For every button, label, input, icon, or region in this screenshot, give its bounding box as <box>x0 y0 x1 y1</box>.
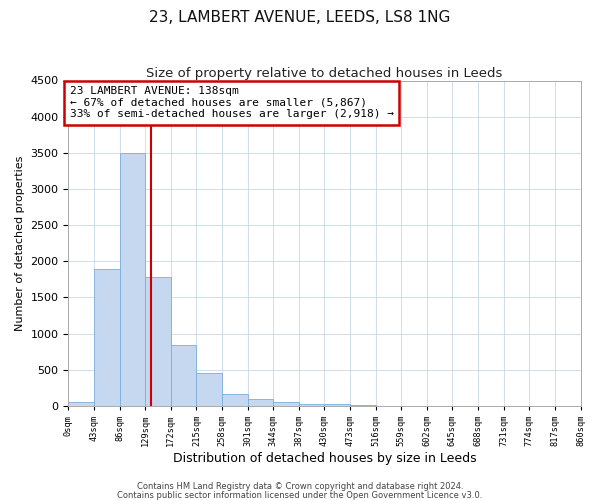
Bar <box>350 405 376 406</box>
Text: Contains public sector information licensed under the Open Government Licence v3: Contains public sector information licen… <box>118 490 482 500</box>
Text: 23 LAMBERT AVENUE: 138sqm
← 67% of detached houses are smaller (5,867)
33% of se: 23 LAMBERT AVENUE: 138sqm ← 67% of detac… <box>70 86 394 120</box>
Bar <box>325 404 350 406</box>
Bar <box>68 402 94 406</box>
Bar <box>145 277 171 406</box>
Text: Contains HM Land Registry data © Crown copyright and database right 2024.: Contains HM Land Registry data © Crown c… <box>137 482 463 491</box>
Y-axis label: Number of detached properties: Number of detached properties <box>15 156 25 331</box>
Text: 23, LAMBERT AVENUE, LEEDS, LS8 1NG: 23, LAMBERT AVENUE, LEEDS, LS8 1NG <box>149 10 451 25</box>
Bar <box>171 345 196 406</box>
Bar <box>196 374 222 406</box>
Bar <box>273 402 299 406</box>
X-axis label: Distribution of detached houses by size in Leeds: Distribution of detached houses by size … <box>173 452 476 465</box>
Bar <box>299 404 325 406</box>
Bar <box>248 398 273 406</box>
Title: Size of property relative to detached houses in Leeds: Size of property relative to detached ho… <box>146 68 503 80</box>
Bar <box>119 153 145 406</box>
Bar <box>222 394 248 406</box>
Bar <box>94 268 119 406</box>
